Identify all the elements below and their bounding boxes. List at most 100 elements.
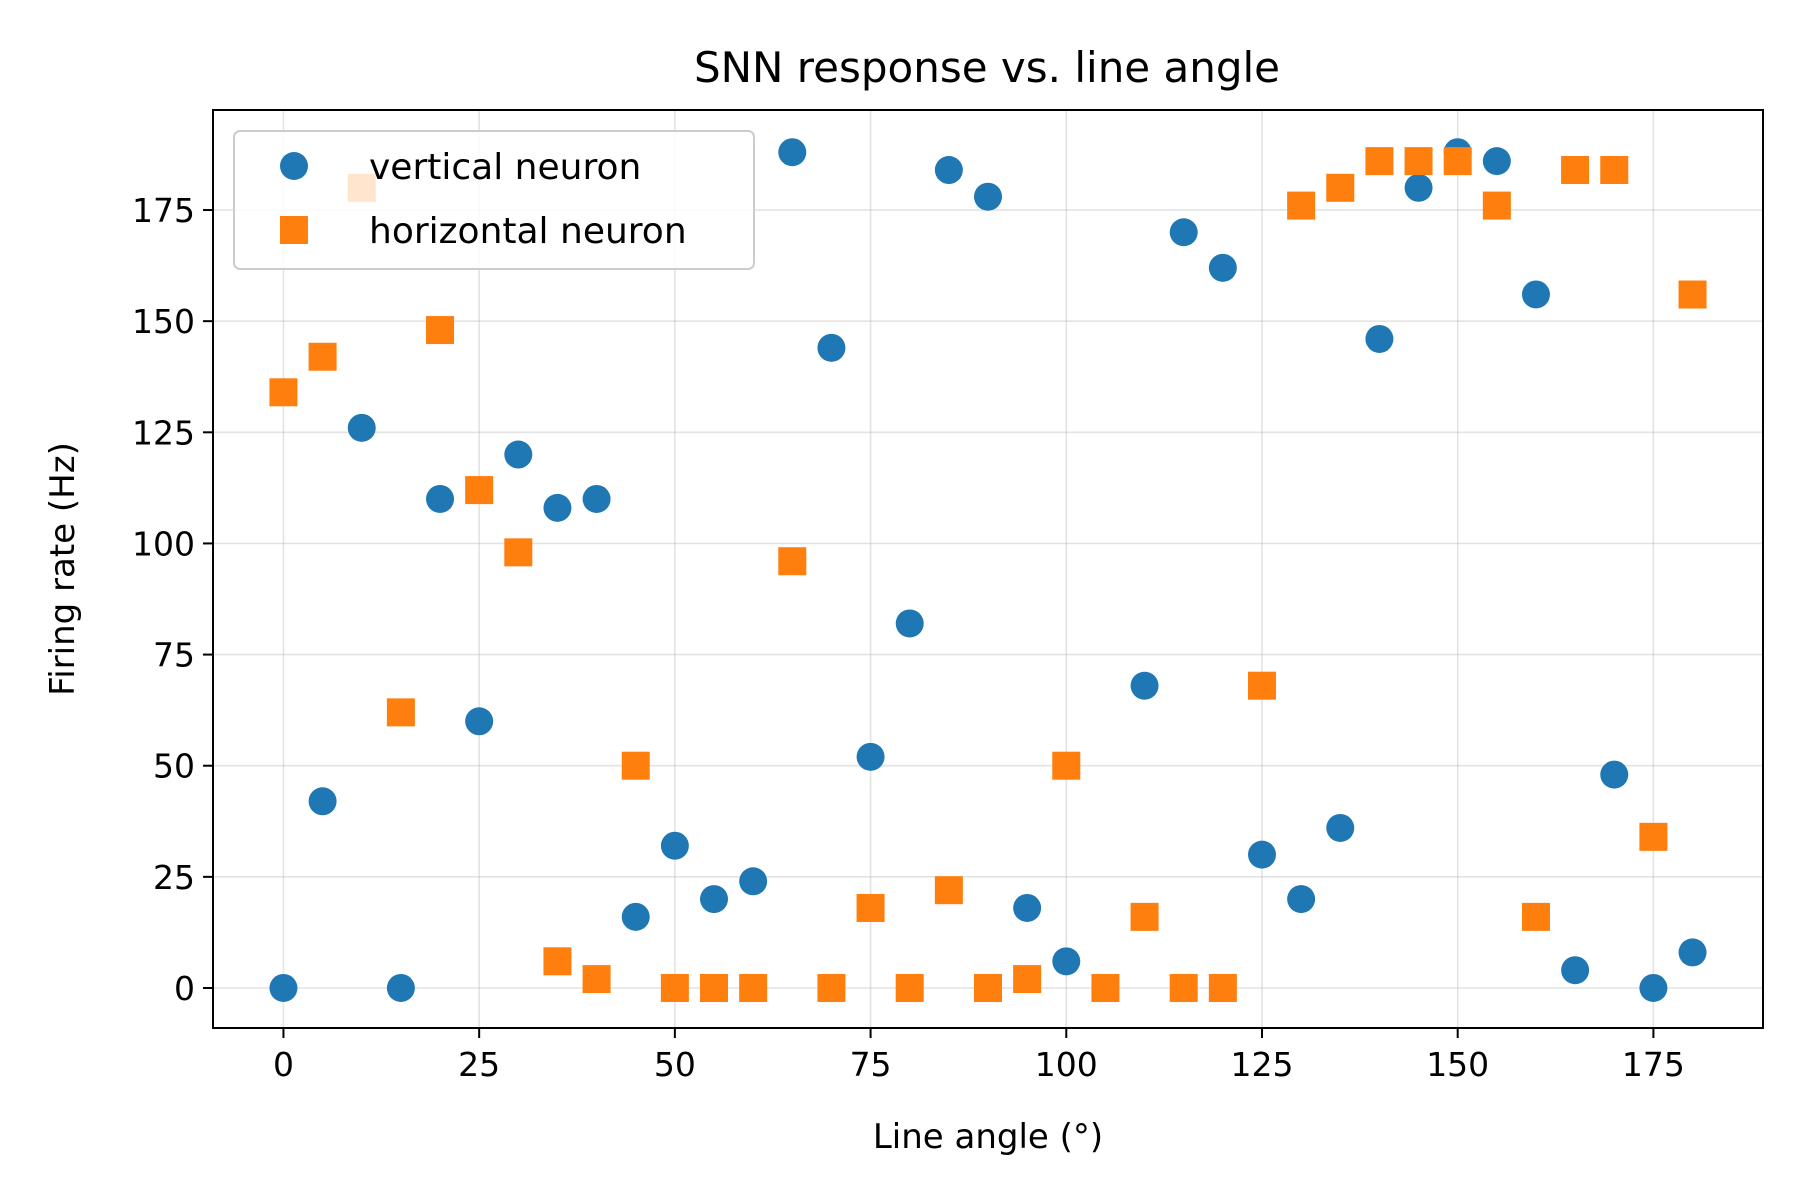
vertical-neuron-point [386,973,415,1002]
vertical-neuron-point [1404,173,1433,202]
vertical-neuron-point [1600,760,1629,789]
vertical-neuron-point [504,440,533,469]
vertical-neuron-point [1208,253,1237,282]
horizontal-neuron-point [1482,191,1511,220]
horizontal-neuron-point [465,476,494,505]
vertical-neuron-point [1013,893,1042,922]
plot-frame [212,109,1764,1029]
data-points [269,138,1707,1002]
horizontal-neuron-point [1052,751,1081,780]
horizontal-neuron-point [1404,147,1433,176]
y-tick-label: 75 [153,636,195,675]
horizontal-neuron-point [1208,973,1237,1002]
vertical-neuron-point [269,973,298,1002]
horizontal-neuron-point [1443,147,1472,176]
x-tick-label: 125 [1230,1045,1293,1084]
horizontal-neuron-point [1130,902,1159,931]
chart-title: SNN response vs. line angle [694,43,1280,92]
horizontal-neuron-point [700,973,729,1002]
y-axis-label: Firing rate (Hz) [43,442,83,696]
vertical-neuron-point [347,413,376,442]
axis-ticks: 0 25 50 75 100 125 150 175 0 25 50 75 100 125 150 175 [132,191,1685,1084]
horizontal-neuron-point [660,973,689,1002]
vertical-neuron-point [1482,147,1511,176]
horizontal-neuron-point [308,342,337,371]
horizontal-neuron-point [895,973,924,1002]
y-tick-label: 100 [132,524,195,563]
vertical-neuron-point [1247,840,1276,869]
horizontal-neuron-point [504,538,533,567]
vertical-neuron-point [700,885,729,914]
y-tick-label: 50 [153,747,195,786]
horizontal-neuron-point [1365,147,1394,176]
horizontal-neuron-point [386,698,415,727]
horizontal-neuron-point [1091,973,1120,1002]
y-tick-label: 125 [132,413,195,452]
vertical-neuron-point [1365,324,1394,353]
x-tick-label: 150 [1426,1045,1489,1084]
legend-label-horizontal-neuron: horizontal neuron [369,211,687,252]
vertical-neuron-point [308,787,337,816]
horizontal-neuron-point [1678,280,1707,309]
vertical-neuron-point [1639,973,1668,1002]
legend-box [233,130,755,270]
vertical-neuron-point [1521,280,1550,309]
vertical-neuron-point [778,138,807,167]
vertical-neuron-point [739,867,768,896]
horizontal-neuron-point [739,973,768,1002]
vertical-neuron-point [817,333,846,362]
legend: vertical neuron horizontal neuron [233,130,755,270]
vertical-neuron-point [465,707,494,736]
x-tick-label: 0 [273,1045,294,1084]
vertical-neuron-point [934,156,963,185]
x-tick-label: 25 [458,1045,500,1084]
y-tick-label: 175 [132,191,195,230]
vertical-neuron-point [621,902,650,931]
horizontal-neuron-point [1247,671,1276,700]
horizontal-neuron-point [1287,191,1316,220]
vertical-neuron-point [974,182,1002,211]
vertical-neuron-point [1130,671,1159,700]
x-tick-label: 75 [850,1045,892,1084]
y-tick-label: 0 [174,969,195,1008]
horizontal-neuron-point [1326,173,1355,202]
legend-marker-horizontal-neuron [280,216,308,244]
x-tick-label: 50 [654,1045,696,1084]
horizontal-neuron-point [1169,973,1198,1002]
horizontal-neuron-point [543,947,572,976]
horizontal-neuron-point [1600,156,1629,185]
vertical-neuron-point [543,493,572,522]
vertical-neuron-point [582,484,611,513]
horizontal-neuron-point [778,547,807,576]
y-tick-label: 150 [132,302,195,341]
vertical-neuron-point [1287,885,1316,914]
legend-marker-vertical-neuron [280,152,308,180]
horizontal-neuron-point [621,751,650,780]
horizontal-neuron-point [817,973,846,1002]
vertical-neuron-point [895,609,924,638]
horizontal-neuron-point [1639,822,1668,851]
horizontal-neuron-point [1561,156,1590,185]
vertical-neuron-point [426,484,455,513]
x-axis-label: Line angle (°) [873,1117,1103,1157]
horizontal-neuron-point [974,973,1002,1002]
y-tick-label: 25 [153,858,195,897]
vertical-neuron-point [1678,938,1707,967]
vertical-neuron-point [660,831,689,860]
vertical-neuron-point [1052,947,1081,976]
horizontal-neuron-point [426,316,455,345]
vertical-neuron-point [1326,813,1355,842]
horizontal-neuron-point [269,378,298,407]
horizontal-neuron-point [582,965,611,994]
x-tick-label: 175 [1622,1045,1685,1084]
vertical-neuron-point [1561,956,1590,985]
horizontal-neuron-point [1013,965,1042,994]
legend-label-vertical-neuron: vertical neuron [369,147,641,188]
vertical-neuron-point [856,742,885,771]
horizontal-neuron-point [856,893,885,922]
horizontal-neuron-point [934,876,963,905]
vertical-neuron-point [1169,218,1198,247]
x-tick-label: 100 [1035,1045,1098,1084]
horizontal-neuron-point [1521,902,1550,931]
